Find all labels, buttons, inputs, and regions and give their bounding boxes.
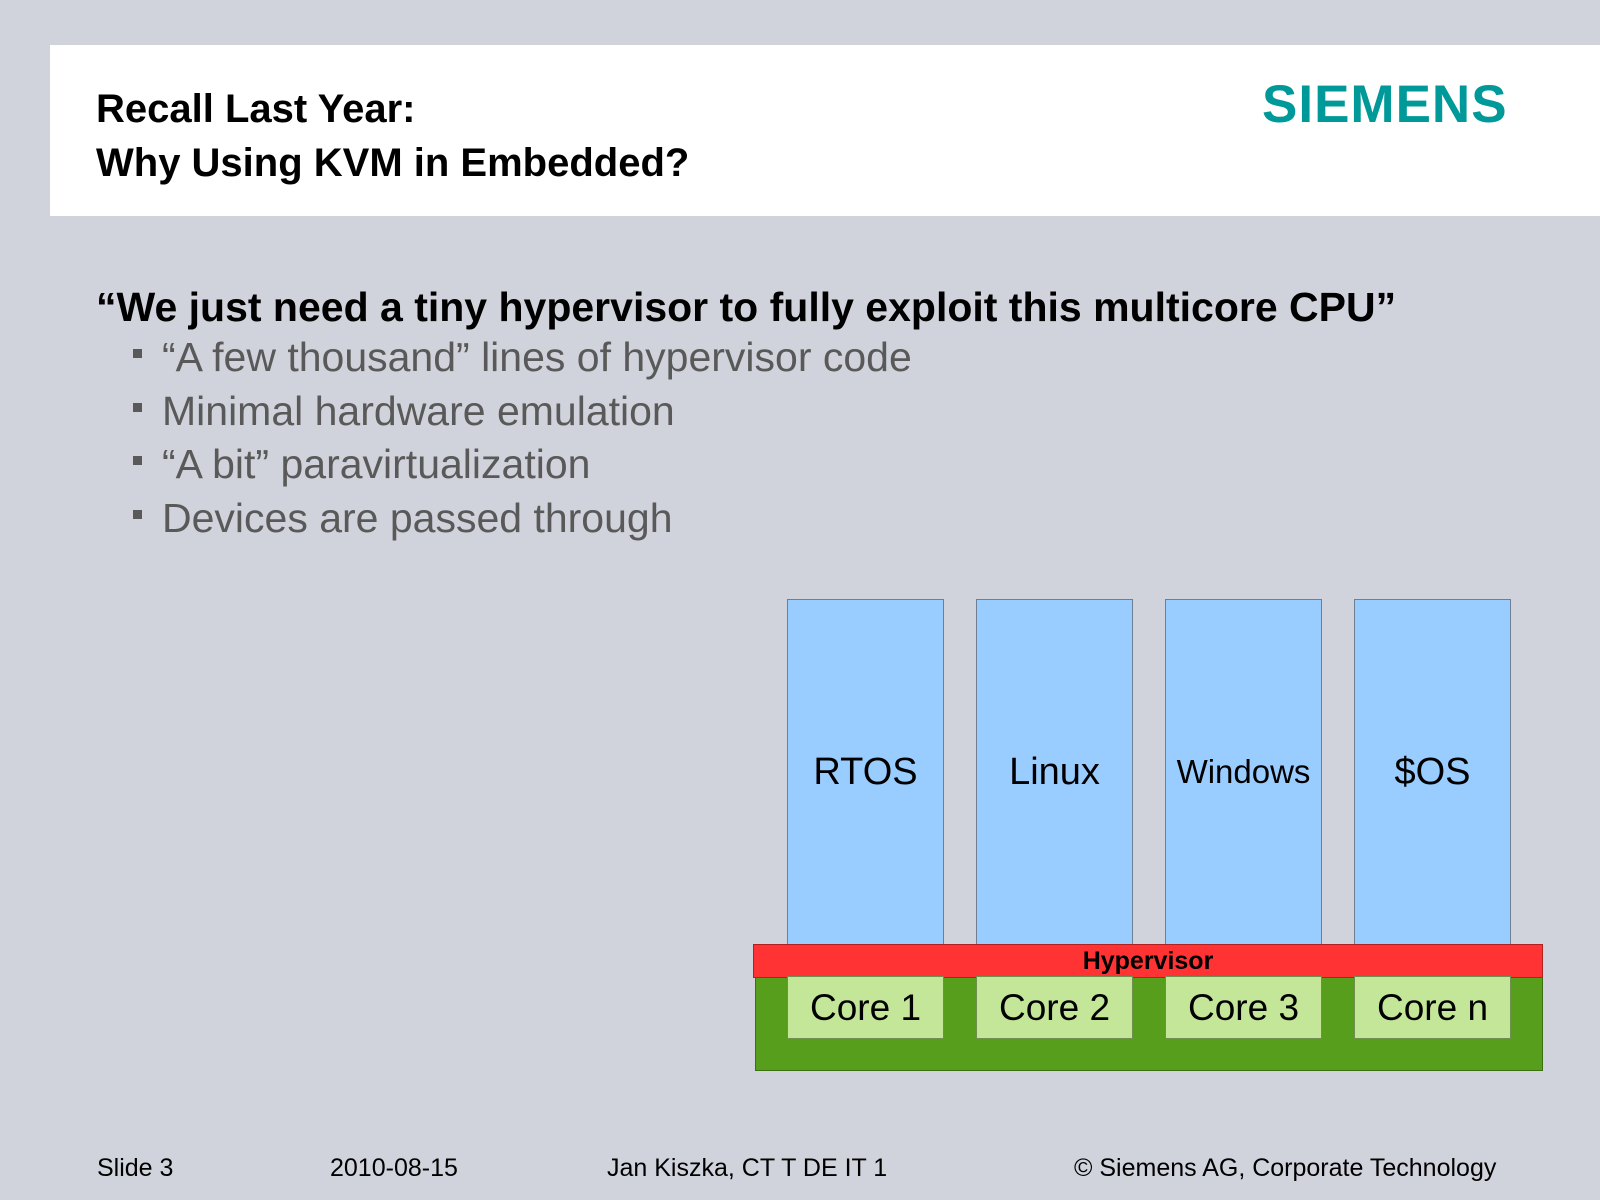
bullet-square-icon [133, 509, 142, 519]
bullet-square-icon [133, 402, 142, 412]
hypervisor-bar: Hypervisor [753, 944, 1543, 978]
cpu-core-box: Core n [1354, 976, 1511, 1039]
footer-slide-number: Slide 3 [97, 1154, 174, 1182]
siemens-logo: SIEMENS [1262, 75, 1508, 134]
bullet-item: “A bit” paravirtualization [130, 444, 912, 498]
footer-author: Jan Kiszka, CT T DE IT 1 [607, 1154, 888, 1182]
title-line-2: Why Using KVM in Embedded? [96, 141, 690, 185]
guest-os-box: Windows [1165, 599, 1322, 945]
header-band [50, 45, 1600, 216]
bullet-list: “A few thousand” lines of hypervisor cod… [130, 337, 912, 551]
bullet-square-icon [133, 456, 142, 465]
bullet-text: “A few thousand” lines of hypervisor cod… [162, 334, 912, 380]
cpu-core-box: Core 2 [976, 976, 1133, 1039]
cpu-core-box: Core 1 [787, 976, 944, 1039]
title-line-1: Recall Last Year: [96, 87, 416, 131]
quote-heading: “We just need a tiny hypervisor to fully… [96, 284, 1397, 330]
bullet-text: Devices are passed through [162, 494, 673, 541]
bullet-square-icon [133, 349, 142, 358]
bullet-text: “A bit” paravirtualization [162, 441, 591, 487]
guest-os-box: Linux [976, 599, 1133, 945]
bullet-text: Minimal hardware emulation [162, 387, 675, 434]
bullet-item: Devices are passed through [130, 494, 912, 552]
guest-os-box: $OS [1354, 599, 1511, 945]
footer-copyright: © Siemens AG, Corporate Technology [1074, 1154, 1497, 1182]
bullet-item: Minimal hardware emulation [130, 387, 912, 445]
bullet-item: “A few thousand” lines of hypervisor cod… [130, 337, 912, 391]
cpu-core-box: Core 3 [1165, 976, 1322, 1039]
guest-os-box: RTOS [787, 599, 944, 945]
footer-date: 2010-08-15 [330, 1154, 458, 1182]
